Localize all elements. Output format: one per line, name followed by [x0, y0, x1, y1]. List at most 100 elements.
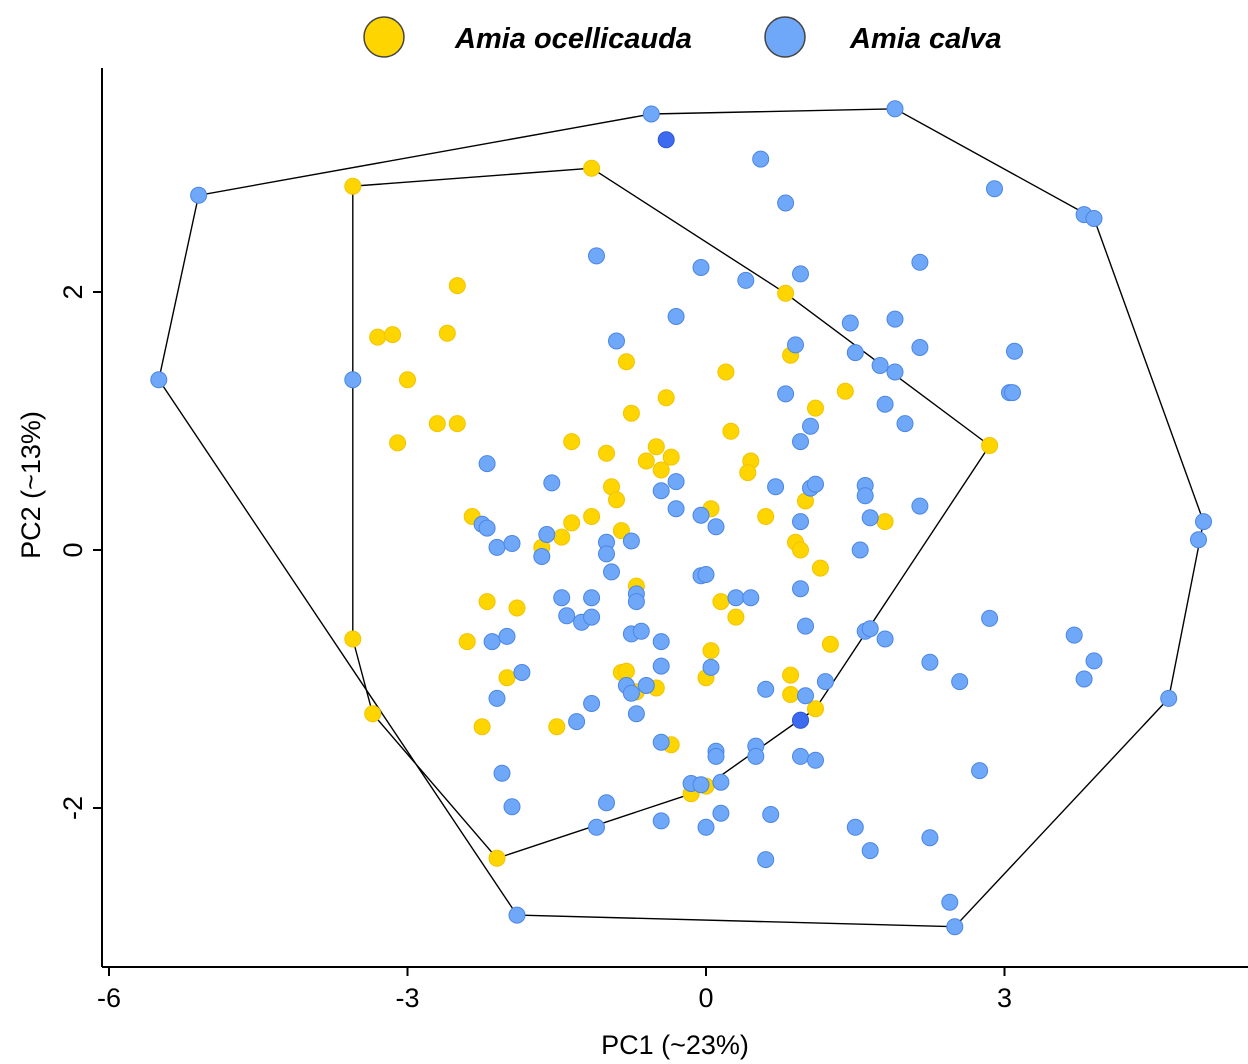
x-axis-title: PC1 (~23%): [601, 1030, 749, 1060]
point-amia-ocellicauda: [344, 177, 362, 195]
point-amia-calva: [513, 664, 531, 681]
point-amia-calva: [503, 535, 521, 552]
point-amia-calva: [911, 339, 929, 356]
point-amia-ocellicauda: [508, 599, 526, 617]
point-amia-calva: [1065, 626, 1083, 644]
point-amia-calva: [622, 684, 640, 702]
point-amia-calva: [777, 385, 795, 403]
point-amia-ocellicauda: [612, 522, 630, 540]
point-amia-calva: [727, 589, 745, 607]
point-amia-calva: [941, 893, 959, 911]
point-amia-calva: [1006, 342, 1023, 360]
point-amia-calva: [667, 473, 685, 491]
point-amia-ocellicauda: [647, 438, 665, 456]
point-amia-calva: [150, 371, 168, 389]
point-amia-ocellicauda: [389, 434, 407, 452]
point-amia-calva: [588, 247, 605, 265]
point-amia-calva: [1085, 652, 1103, 670]
point-amia-calva: [667, 308, 685, 325]
point-amia-calva: [478, 455, 496, 473]
point-amia-calva: [851, 541, 869, 559]
x-tick-label: -6: [97, 983, 121, 1013]
point-amia-ocellicauda: [598, 444, 615, 462]
point-amia-calva: [777, 194, 795, 212]
point-amia-calva: [483, 633, 501, 651]
point-amia-calva: [896, 415, 914, 433]
point-amia-ocellicauda: [777, 284, 795, 302]
point-amia-calva: [543, 474, 561, 492]
x-tick-label: -3: [395, 983, 419, 1013]
point-amia-calva: [508, 906, 526, 924]
point-amia-calva: [652, 812, 670, 830]
point-amia-calva: [697, 818, 715, 836]
point-amia-calva: [652, 482, 670, 500]
point-amia-ocellicauda: [548, 718, 566, 736]
point-amia-calva: [652, 733, 670, 751]
point-amia-calva: [787, 336, 804, 354]
point-amia-calva: [652, 657, 670, 675]
point-amia-calva: [692, 259, 710, 276]
point-amia-calva: [797, 687, 814, 705]
point-amia-ocellicauda: [981, 437, 999, 454]
point-amia-ocellicauda: [384, 326, 402, 344]
point-amia-calva: [697, 566, 715, 583]
point-amia-calva: [692, 776, 710, 794]
point-amia-ocellicauda: [712, 593, 730, 611]
point-amia-calva: [1004, 384, 1021, 402]
data-points: [150, 100, 1212, 936]
point-amia-calva: [1075, 670, 1093, 688]
point-amia-ocellicauda: [811, 559, 829, 577]
point-amia-calva: [841, 314, 859, 332]
legend-label-amia-ocellicauda: Amia ocellicauda: [454, 23, 692, 55]
x-tick-label: 0: [698, 983, 713, 1013]
point-amia-calva: [622, 532, 640, 550]
point-amia-ocellicauda: [478, 593, 496, 611]
point-amia-calva: [707, 747, 725, 765]
point-amia-calva: [792, 433, 809, 451]
point-amia-calva: [986, 180, 1003, 198]
point-amia-calva: [533, 548, 551, 565]
point-amia-ocellicauda: [657, 389, 675, 407]
point-amia-calva: [742, 589, 760, 607]
point-amia-calva: [692, 506, 710, 524]
point-amia-calva: [876, 395, 894, 413]
legend: Amia ocellicauda Amia calva: [363, 16, 1002, 58]
point-amia-calva: [757, 851, 775, 869]
point-amia-calva: [627, 593, 645, 611]
hull-amia-calva: [158, 108, 1205, 928]
point-amia-calva: [627, 705, 645, 723]
point-amia-ocellicauda: [448, 415, 466, 433]
x-tick-label: 3: [997, 983, 1012, 1013]
point-amia-ocellicauda: [583, 508, 601, 525]
point-amia-calva-dark: [657, 131, 675, 149]
point-amia-calva: [632, 622, 650, 640]
point-amia-ocellicauda: [473, 718, 491, 736]
point-amia-calva: [747, 747, 765, 765]
point-amia-calva: [856, 487, 874, 505]
point-amia-calva: [951, 673, 969, 691]
point-amia-calva: [921, 829, 939, 847]
point-amia-calva: [752, 150, 770, 168]
point-amia-calva: [488, 689, 506, 707]
point-amia-calva: [921, 653, 939, 671]
y-tick-label: 2: [58, 284, 88, 299]
point-amia-calva: [637, 677, 655, 694]
point-amia-calva: [816, 673, 834, 691]
point-amia-calva: [190, 186, 208, 204]
point-amia-ocellicauda: [428, 415, 446, 433]
point-amia-calva: [886, 310, 904, 328]
y-tick-label: -2: [58, 796, 88, 820]
point-amia-calva: [1190, 531, 1207, 549]
point-amia-calva: [568, 713, 586, 731]
point-amia-calva: [876, 630, 894, 648]
point-amia-calva: [583, 589, 601, 607]
point-amia-calva: [846, 818, 864, 836]
point-amia-calva: [797, 617, 814, 635]
point-amia-calva: [598, 545, 615, 563]
point-amia-ocellicauda: [553, 528, 571, 546]
point-amia-calva: [807, 475, 824, 493]
point-amia-ocellicauda: [792, 541, 809, 559]
point-amia-ocellicauda: [364, 705, 382, 723]
point-amia-calva: [503, 798, 521, 816]
